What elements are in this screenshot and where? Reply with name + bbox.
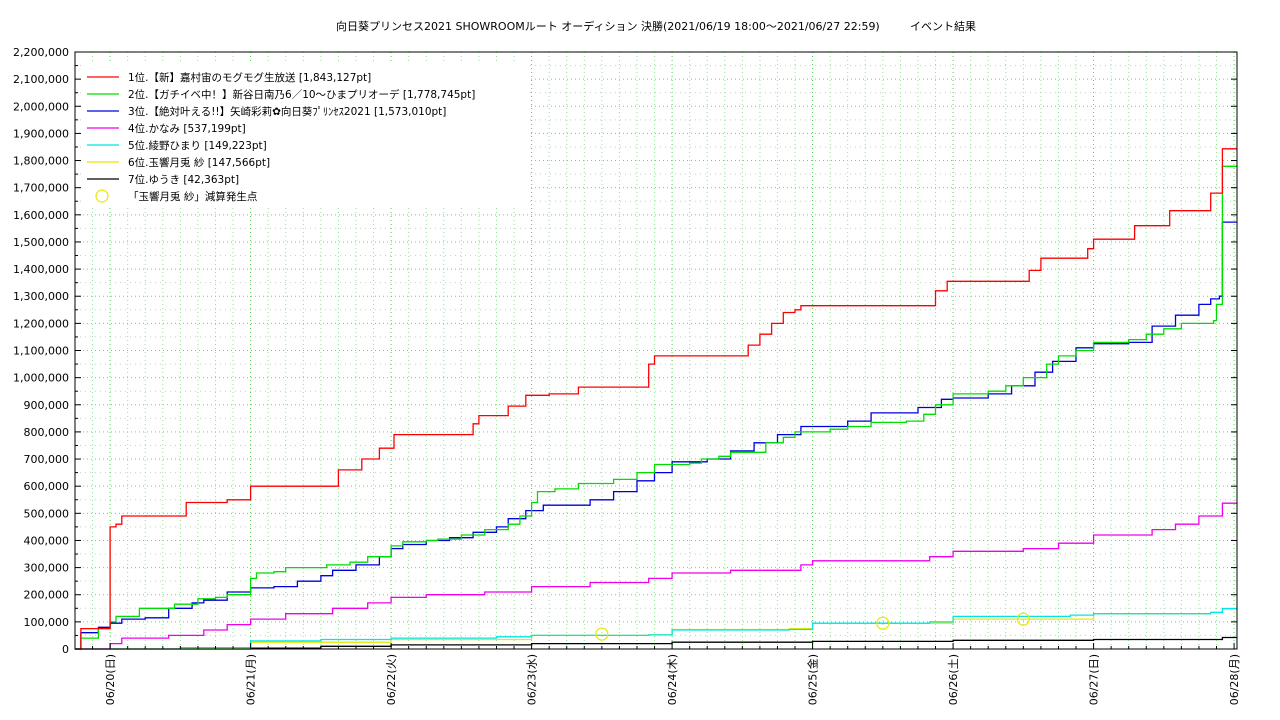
y-tick-label: 700,000 xyxy=(24,453,70,466)
legend-label: 6位.玉響月兎 紗 [147,566pt] xyxy=(128,156,270,169)
y-tick-label: 1,100,000 xyxy=(13,345,69,358)
legend-label: 1位.【新】嘉村宙のモグモグ生放送 [1,843,127pt] xyxy=(128,71,371,84)
legend-label: 5位.綾野ひまり [149,223pt] xyxy=(128,139,267,152)
y-tick-label: 1,000,000 xyxy=(13,372,69,385)
x-tick-label: 06/25(金) xyxy=(806,654,820,705)
y-tick-label: 0 xyxy=(62,643,69,656)
y-tick-label: 1,700,000 xyxy=(13,182,69,195)
y-tick-label: 1,900,000 xyxy=(13,127,69,140)
y-tick-label: 500,000 xyxy=(24,507,70,520)
y-tick-label: 200,000 xyxy=(24,589,70,602)
series-layer xyxy=(75,148,1237,650)
legend-label: 3位.【絶対叶える!!】矢崎彩莉✿向日葵ﾌﾟﾘﾝｾｽ2021 [1,573,01… xyxy=(128,105,446,118)
y-tick-label: 1,300,000 xyxy=(13,290,69,303)
adjustment-marker xyxy=(595,627,609,641)
series-line xyxy=(75,165,1237,650)
y-tick-label: 600,000 xyxy=(24,480,70,493)
x-tick-label: 06/28(月) xyxy=(1228,654,1241,705)
x-tick-label: 06/22(火) xyxy=(385,654,398,705)
adjustment-marker xyxy=(876,616,890,630)
chart-title: 向日葵プリンセス2021 SHOWROOMルート オーディション 決勝(2021… xyxy=(336,19,880,33)
legend-label: 2位.【ガチイベ中！】新谷日南乃6／10〜ひまプリオーデ [1,778,745p… xyxy=(128,88,475,101)
y-tick-label: 2,000,000 xyxy=(13,100,69,113)
series-line xyxy=(75,502,1237,650)
legend-label: 7位.ゆうき [42,363pt] xyxy=(128,173,239,186)
adjustment-marker xyxy=(1016,612,1030,626)
y-tick-label: 100,000 xyxy=(24,616,70,629)
y-tick-label: 800,000 xyxy=(24,426,70,439)
x-tick-label: 06/27(日) xyxy=(1088,654,1101,705)
y-tick-label: 1,400,000 xyxy=(13,263,69,276)
x-tick-label: 06/21(月) xyxy=(245,654,258,705)
y-tick-label: 900,000 xyxy=(24,399,70,412)
legend-label: 4位.かなみ [537,199pt] xyxy=(128,122,246,135)
x-tick-label: 06/23(水) xyxy=(526,654,539,705)
legend-box xyxy=(82,62,530,206)
y-tick-label: 2,200,000 xyxy=(13,46,69,59)
legend-marker-label: 「玉響月兎 紗」減算発生点 xyxy=(128,190,257,203)
y-tick-label: 1,200,000 xyxy=(13,317,69,330)
x-tick-label: 06/26(土) xyxy=(947,654,960,705)
series-line xyxy=(75,221,1237,650)
y-tick-label: 1,600,000 xyxy=(13,209,69,222)
y-tick-label: 1,800,000 xyxy=(13,155,69,168)
legend-marker-swatch xyxy=(95,189,109,203)
y-tick-label: 300,000 xyxy=(24,562,70,575)
marker-layer xyxy=(595,612,1030,641)
x-tick-label: 06/24(木) xyxy=(666,654,679,705)
axes: 0 100,000 200,000 300,000 400,000 500,000 600,… xyxy=(13,46,1241,705)
y-tick-label: 400,000 xyxy=(24,534,70,547)
y-tick-label: 1,500,000 xyxy=(13,236,69,249)
y-tick-label: 2,100,000 xyxy=(13,73,69,86)
series-line xyxy=(75,148,1237,650)
x-tick-label: 06/20(日) xyxy=(104,654,117,705)
series-line xyxy=(75,607,1237,650)
chart-subtitle: イベント結果 xyxy=(910,19,976,33)
legend: 1位.【新】嘉村宙のモグモグ生放送 [1,843,127pt] 2位.【ガチイベ中… xyxy=(82,62,530,206)
